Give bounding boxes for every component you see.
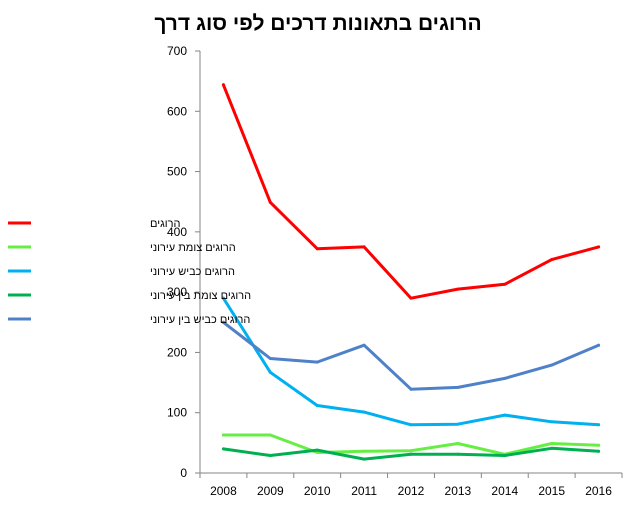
data-point <box>456 452 460 456</box>
data-point <box>315 360 319 364</box>
x-tick-label: 2016 <box>585 484 612 498</box>
data-point <box>503 413 507 417</box>
data-point <box>268 356 272 360</box>
x-tick-label: 2014 <box>491 484 518 498</box>
data-point <box>221 296 225 300</box>
data-point <box>268 454 272 458</box>
data-point <box>221 433 225 437</box>
data-point <box>315 247 319 251</box>
data-point <box>597 443 601 447</box>
data-point <box>315 403 319 407</box>
data-point <box>597 245 601 249</box>
y-tick-label: 400 <box>167 225 187 239</box>
legend-item: הרוגים כביש בין עירוני <box>8 314 250 326</box>
data-point <box>456 287 460 291</box>
legend: הרוגים הרוגים צומת עירוני הרוגים כביש עירו… <box>8 218 251 326</box>
axes: 0 100 200 300 400 500 600 700 2008 2009 2010 2011 20… <box>167 44 623 498</box>
legend-label: הרוגים כביש בין עירוני <box>150 314 250 326</box>
legend-item: הרוגים צומת עירוני <box>8 242 236 254</box>
series-layer <box>221 83 601 461</box>
data-point <box>597 449 601 453</box>
data-point <box>550 363 554 367</box>
data-point <box>362 457 366 461</box>
legend-item: הרוגים <box>8 218 180 230</box>
y-tick-label: 600 <box>167 104 187 118</box>
legend-label: הרוגים כביש עירוני <box>150 266 235 278</box>
data-point <box>268 200 272 204</box>
legend-item: הרוגים צומת בין עירוני <box>8 290 251 302</box>
y-tick-label: 200 <box>167 345 187 359</box>
data-point <box>362 343 366 347</box>
chart-title: הרוגים בתאונות דרכים לפי סוג דרך <box>154 12 481 35</box>
data-point <box>503 376 507 380</box>
data-point <box>503 454 507 458</box>
x-tick-label: 2008 <box>210 484 237 498</box>
data-point <box>456 441 460 445</box>
data-point <box>221 83 225 87</box>
data-point <box>503 282 507 286</box>
data-point <box>456 385 460 389</box>
data-point <box>409 296 413 300</box>
data-point <box>409 452 413 456</box>
y-tick-label: 300 <box>167 285 187 299</box>
x-tick-label: 2011 <box>351 484 377 498</box>
data-point <box>550 420 554 424</box>
x-tick-label: 2010 <box>304 484 331 498</box>
y-tick-label: 100 <box>167 406 187 420</box>
x-tick-label: 2012 <box>398 484 425 498</box>
legend-item: הרוגים כביש עירוני <box>8 266 235 278</box>
data-point <box>550 441 554 445</box>
data-point <box>268 370 272 374</box>
legend-label: הרוגים <box>150 218 180 230</box>
data-point <box>315 448 319 452</box>
data-point <box>409 387 413 391</box>
data-point <box>409 449 413 453</box>
data-point <box>597 343 601 347</box>
y-tick-label: 700 <box>167 44 187 58</box>
x-tick-label: 2013 <box>445 484 472 498</box>
data-point <box>362 449 366 453</box>
data-point <box>362 245 366 249</box>
data-point <box>550 258 554 262</box>
series-line-3 <box>221 296 601 427</box>
legend-label: הרוגים צומת עירוני <box>150 242 236 254</box>
x-tick-label: 2015 <box>538 484 565 498</box>
x-tick-label: 2009 <box>257 484 284 498</box>
data-point <box>597 423 601 427</box>
y-tick-label: 500 <box>167 165 187 179</box>
legend-label: הרוגים צומת בין עירוני <box>150 290 251 302</box>
data-point <box>268 433 272 437</box>
y-tick-label: 0 <box>180 466 187 480</box>
series-line-1 <box>221 83 601 300</box>
data-point <box>221 320 225 324</box>
data-point <box>550 446 554 450</box>
data-point <box>456 422 460 426</box>
data-point <box>221 447 225 451</box>
data-point <box>409 423 413 427</box>
data-point <box>362 410 366 414</box>
